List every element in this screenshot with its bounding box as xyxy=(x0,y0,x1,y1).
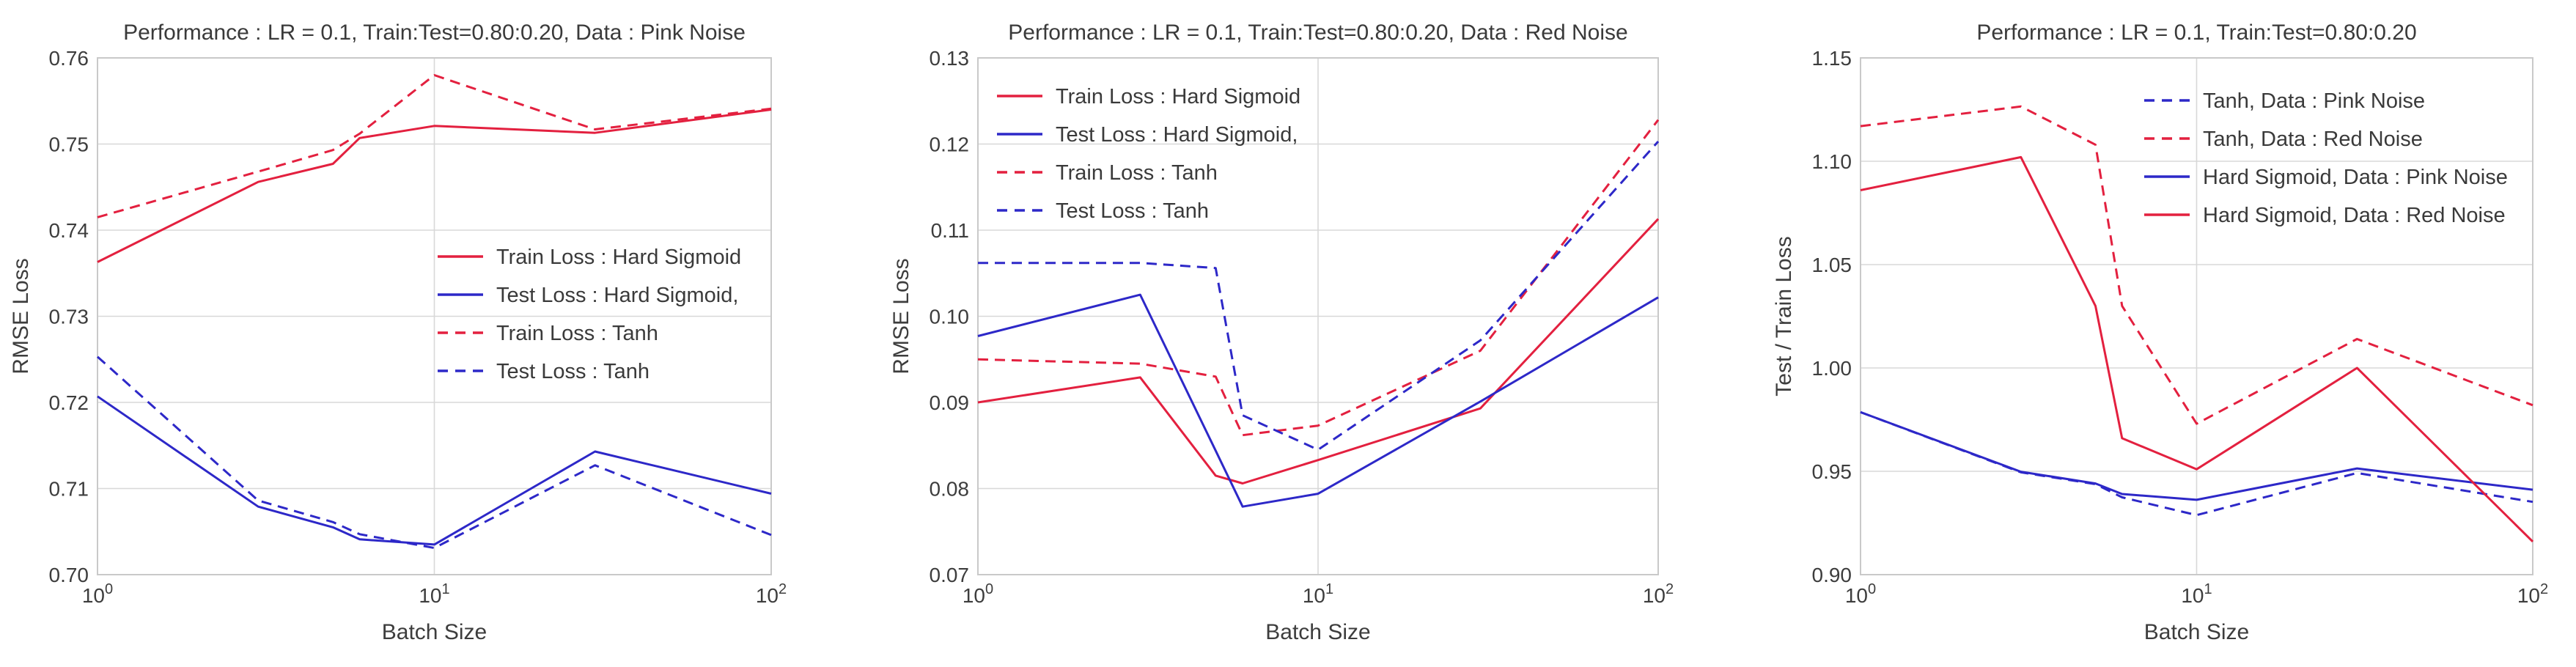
y-tick-label: 0.90 xyxy=(1812,564,1852,586)
x-axis-label: Batch Size xyxy=(382,620,487,644)
x-tick-label: 102 xyxy=(756,581,787,607)
series-line-hard-sigmoid-data-red-noise xyxy=(1860,155,2534,542)
y-tick-label: 0.10 xyxy=(930,306,970,328)
x-axis-label: Batch Size xyxy=(1265,620,1370,644)
series-line-train-loss-tanh xyxy=(97,74,772,218)
legend-label: Test Loss : Hard Sigmoid, xyxy=(496,284,738,307)
y-tick-label: 0.11 xyxy=(931,219,969,242)
y-axis-label: RMSE Loss xyxy=(889,258,913,374)
x-tick-label: 102 xyxy=(1643,581,1674,607)
y-tick-label: 0.72 xyxy=(49,391,89,414)
legend-label: Hard Sigmoid, Data : Pink Noise xyxy=(2203,166,2508,189)
y-tick-label: 0.08 xyxy=(930,478,970,501)
series-line-test-loss-hard-sigmoid xyxy=(977,293,1659,508)
x-tick-label: 101 xyxy=(1303,581,1333,607)
legend-label: Train Loss : Hard Sigmoid xyxy=(1056,85,1300,108)
y-tick-label: 0.71 xyxy=(49,478,89,501)
legend-item-hard-sigmoid-data-pink-noise: Hard Sigmoid, Data : Pink Noise xyxy=(2144,166,2508,189)
legend-label: Test Loss : Tanh xyxy=(1056,199,1209,223)
x-tick-label: 100 xyxy=(82,581,113,607)
legend-label: Hard Sigmoid, Data : Red Noise xyxy=(2203,204,2506,227)
legend-label: Train Loss : Hard Sigmoid xyxy=(496,246,741,269)
y-tick-label: 0.70 xyxy=(49,564,89,586)
y-tick-label: 0.07 xyxy=(930,564,970,586)
legend-item-tanh-data-pink-noise: Tanh, Data : Pink Noise xyxy=(2144,89,2425,113)
y-tick-label: 0.12 xyxy=(930,133,970,156)
series-line-test-loss-tanh xyxy=(96,355,772,550)
chart-rmse-red-noise: 0.07 0.08 0.09 0.10 0.11 0.12 0.13 100 101 102 Per… xyxy=(889,21,1674,644)
chart-rmse-pink-noise: 0.70 0.71 0.72 0.73 0.74 0.75 0.76 100 101 102 Per… xyxy=(9,21,787,644)
chart-test-train-ratio: 0.90 0.95 1.00 1.05 1.10 1.15 100 101 102 Perform… xyxy=(1772,21,2548,644)
legend-item-test-loss-hard-sigmoid: Test Loss : Hard Sigmoid, xyxy=(438,284,738,307)
series-line-train-loss-hard-sigmoid xyxy=(97,108,772,263)
y-tick-label: 0.95 xyxy=(1812,460,1852,483)
legend-label: Test Loss : Tanh xyxy=(496,360,649,383)
y-tick-label: 1.10 xyxy=(1812,150,1852,173)
series-line-train-loss-hard-sigmoid xyxy=(977,218,1660,484)
x-tick-label: 102 xyxy=(2517,581,2548,607)
series-line-test-loss-hard-sigmoid xyxy=(97,395,772,546)
plot-frame xyxy=(977,57,1659,575)
plot-frame xyxy=(1860,57,2533,575)
y-tick-label: 0.76 xyxy=(49,47,89,70)
x-axis-label: Batch Size xyxy=(2144,620,2249,644)
y-axis-label: Test / Train Loss xyxy=(1772,236,1796,396)
y-tick-label: 1.00 xyxy=(1812,357,1852,380)
legend-item-train-loss-hard-sigmoid: Train Loss : Hard Sigmoid xyxy=(438,246,741,269)
legend-label: Test Loss : Hard Sigmoid, xyxy=(1056,123,1298,147)
y-tick-label: 0.13 xyxy=(930,47,970,70)
y-tick-label: 0.73 xyxy=(49,306,89,328)
series-line-tanh-data-red-noise xyxy=(1860,105,2533,425)
y-tick-label: 1.15 xyxy=(1812,47,1852,70)
legend: Train Loss : Hard Sigmoid Test Loss : Har… xyxy=(997,85,1300,223)
y-axis-label: RMSE Loss xyxy=(9,258,33,374)
legend-label: Tanh, Data : Red Noise xyxy=(2203,128,2423,151)
legend-item-train-loss-hard-sigmoid: Train Loss : Hard Sigmoid xyxy=(997,85,1300,108)
plot-frame xyxy=(97,57,772,575)
legend-label: Train Loss : Tanh xyxy=(496,322,658,345)
x-tick-label: 101 xyxy=(2181,581,2212,607)
y-tick-label: 0.09 xyxy=(930,391,970,414)
series-line-train-loss-tanh xyxy=(977,119,1660,437)
legend-item-train-loss-tanh: Train Loss : Tanh xyxy=(438,322,658,345)
y-tick-label: 0.75 xyxy=(49,133,89,156)
legend-label: Tanh, Data : Pink Noise xyxy=(2203,89,2425,113)
chart-title: Performance : LR = 0.1, Train:Test=0.80:… xyxy=(1008,21,1627,45)
y-tick-label: 1.05 xyxy=(1812,254,1852,276)
y-tick-label: 0.74 xyxy=(49,219,89,242)
legend-item-test-loss-tanh: Test Loss : Tanh xyxy=(438,360,649,383)
legend-item-test-loss-tanh: Test Loss : Tanh xyxy=(997,199,1209,223)
series-line-hard-sigmoid-data-pink-noise xyxy=(1860,410,2533,501)
legend: Tanh, Data : Pink Noise Tanh, Data : Red … xyxy=(2144,89,2508,227)
series-line-test-loss-tanh xyxy=(978,141,1660,452)
chart-title: Performance : LR = 0.1, Train:Test=0.80:… xyxy=(123,21,746,45)
legend-item-hard-sigmoid-data-red-noise: Hard Sigmoid, Data : Red Noise xyxy=(2144,204,2506,227)
x-tick-label: 101 xyxy=(419,581,449,607)
legend: Train Loss : Hard Sigmoid Test Loss : Har… xyxy=(438,246,741,383)
chart-title: Performance : LR = 0.1, Train:Test=0.80:… xyxy=(1976,21,2416,45)
legend-item-test-loss-hard-sigmoid: Test Loss : Hard Sigmoid, xyxy=(997,123,1298,147)
x-tick-label: 100 xyxy=(1845,581,1876,607)
x-tick-label: 100 xyxy=(963,581,993,607)
legend-item-train-loss-tanh: Train Loss : Tanh xyxy=(997,161,1218,185)
legend-item-tanh-data-red-noise: Tanh, Data : Red Noise xyxy=(2144,128,2423,151)
legend-label: Train Loss : Tanh xyxy=(1056,161,1218,185)
